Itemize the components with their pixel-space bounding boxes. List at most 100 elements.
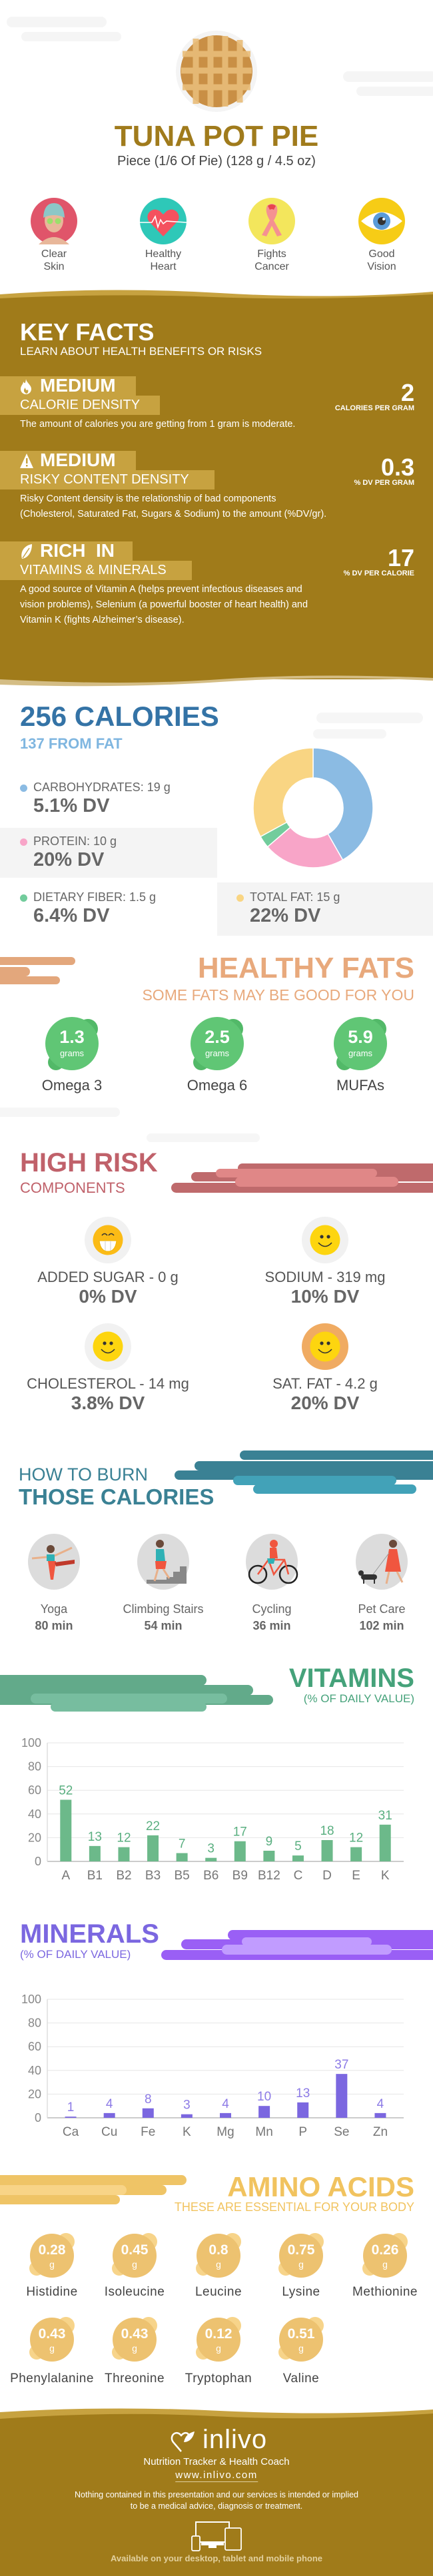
- amino-subtitle: THESE ARE ESSENTIAL FOR YOUR BODY: [174, 2200, 414, 2214]
- mineral-category-label: Se: [334, 2125, 349, 2139]
- macro-name: DIETARY FIBER: 1.5 g: [33, 890, 157, 904]
- amino-name: Isoleucine: [104, 2285, 165, 2299]
- risk-indicator: [85, 1217, 131, 1263]
- vitamin-bar-D: [321, 1839, 333, 1861]
- calories-from-fat: 137 FROM FAT: [20, 735, 123, 752]
- vitamin-value-label: 12: [117, 1831, 131, 1845]
- stairs-icon: [137, 1534, 189, 1590]
- macro-name: CARBOHYDRATES: 19 g: [33, 781, 171, 794]
- availability-note: Available on your desktop, tablet and mo…: [110, 2553, 323, 2563]
- activity-illustration: [245, 1532, 298, 1592]
- fat-badge: [45, 1017, 99, 1070]
- mineral-bar-Ca: [65, 2116, 77, 2118]
- risk-label: CHOLESTEROL - 14 mg: [27, 1375, 189, 1392]
- fat-value: 2.5: [205, 1027, 230, 1047]
- burn-title-line2: THOSE CALORIES: [19, 1484, 215, 1509]
- amino-unit: g: [216, 2343, 221, 2354]
- fact-unit: CALORIES PER GRAM: [334, 404, 414, 412]
- vitamin-bar-A: [60, 1799, 72, 1861]
- amino-value: 0.8: [209, 2242, 228, 2258]
- mineral-category-label: Cu: [101, 2125, 117, 2139]
- burn-title-line1: HOW TO BURN: [19, 1464, 149, 1484]
- fact-label: RISKY CONTENT DENSITY: [20, 472, 189, 487]
- yoga-icon: [28, 1534, 80, 1590]
- macro-dv: 22% DV: [250, 905, 321, 926]
- devices-icon: [191, 2521, 242, 2551]
- food-image-frame: [176, 31, 257, 112]
- fact-label-band: [0, 396, 160, 415]
- amino-badge: [362, 2233, 408, 2278]
- website-link[interactable]: www.inlivo.com: [175, 2469, 258, 2483]
- smiling-face-icon: [302, 1323, 348, 1370]
- mineral-value-label: 4: [377, 2097, 384, 2111]
- disclaimer-line1: Nothing contained in this presentation a…: [75, 2490, 358, 2499]
- decor-bar: [235, 1177, 398, 1187]
- mineral-value-label: 4: [222, 2097, 229, 2111]
- decor-cloud: [21, 32, 121, 41]
- vitamin-bar-C: [292, 1855, 304, 1861]
- amino-badge: [278, 2317, 324, 2362]
- macro-dv: 6.4% DV: [33, 905, 110, 926]
- fact-description: Vitamin K (fights Alzheimer’s disease).: [20, 615, 185, 625]
- wave-divider: [0, 290, 433, 308]
- amino-name: Phenylalanine: [10, 2372, 94, 2386]
- amino-name: Leucine: [195, 2285, 242, 2299]
- vitamin-category-label: B12: [258, 1869, 280, 1883]
- amino-value: 0.51: [287, 2326, 315, 2342]
- y-tick-label: 0: [35, 1855, 41, 1868]
- vitamin-value-label: 52: [59, 1783, 73, 1797]
- amino-badge: [278, 2233, 324, 2278]
- amino-name: Histidine: [26, 2285, 78, 2299]
- decor-bar: [0, 967, 30, 976]
- vitamin-value-label: 22: [146, 1819, 160, 1833]
- decor-bar: [0, 976, 60, 984]
- fact-unit: % DV PER GRAM: [354, 479, 414, 487]
- blob-icon: [29, 2317, 75, 2362]
- dog-walking-icon: [356, 1534, 408, 1590]
- eye-icon: [358, 198, 405, 244]
- benefit-label: Healthy: [145, 248, 182, 260]
- warning-icon: [20, 454, 33, 468]
- heart-pulse-icon: [140, 198, 187, 244]
- decor-bar: [222, 1945, 392, 1955]
- macro-label: DIETARY FIBER: 1.5 g: [20, 890, 156, 904]
- benefit-item: [31, 198, 77, 244]
- vitamin-bar-K: [379, 1824, 391, 1861]
- y-tick-label: 0: [35, 2111, 41, 2124]
- fact-value: 17: [387, 544, 414, 571]
- minerals-title: MINERALS: [20, 1919, 159, 1949]
- amino-unit: g: [49, 2259, 55, 2270]
- legend-dot: [236, 894, 244, 902]
- activity-name: Cycling: [252, 1602, 292, 1616]
- vitamin-category-label: B9: [232, 1869, 248, 1883]
- decor-bar: [0, 957, 75, 965]
- vitamin-category-label: B6: [203, 1869, 218, 1883]
- activity-duration: 54 min: [144, 1619, 183, 1632]
- mineral-bar-Fe: [142, 2108, 154, 2118]
- blob-icon: [196, 2317, 241, 2362]
- macros-donut-chart: [252, 747, 374, 868]
- vitamin-bar-B2: [118, 1847, 130, 1861]
- grinning-face-icon: [85, 1217, 131, 1263]
- fat-label: MUFAs: [336, 1077, 385, 1094]
- activity-name: Climbing Stairs: [123, 1602, 204, 1616]
- vitamin-value-label: 9: [266, 1835, 273, 1849]
- legend-dot: [20, 785, 27, 793]
- minerals-subtitle: (% OF DAILY VALUE): [20, 1948, 131, 1961]
- decor-bar: [31, 1694, 227, 1704]
- vitamin-category-label: B2: [116, 1869, 131, 1883]
- macro-highlight-band: [0, 828, 217, 878]
- blob-icon: [112, 2317, 157, 2362]
- decor-cloud: [343, 71, 433, 82]
- risk-indicator: [302, 1323, 348, 1370]
- high-risk-title: HIGH RISK: [20, 1148, 158, 1177]
- activity-name: Yoga: [40, 1602, 68, 1616]
- vitamins-bar-chart: 0 20 40 60 80 100 52 A 13 B1 12 B2 22 B3 7 B5 3 B6 17 B9 9 B1…: [21, 1736, 404, 1883]
- vitamin-bar-B6: [205, 1857, 217, 1861]
- activity-duration: 36 min: [252, 1619, 291, 1632]
- y-tick-label: 60: [28, 1783, 41, 1797]
- vitamins-title: VITAMINS: [288, 1664, 414, 1693]
- vitamin-value-label: 5: [294, 1839, 302, 1853]
- pie-image: [181, 35, 252, 107]
- vitamin-bar-B9: [234, 1841, 246, 1861]
